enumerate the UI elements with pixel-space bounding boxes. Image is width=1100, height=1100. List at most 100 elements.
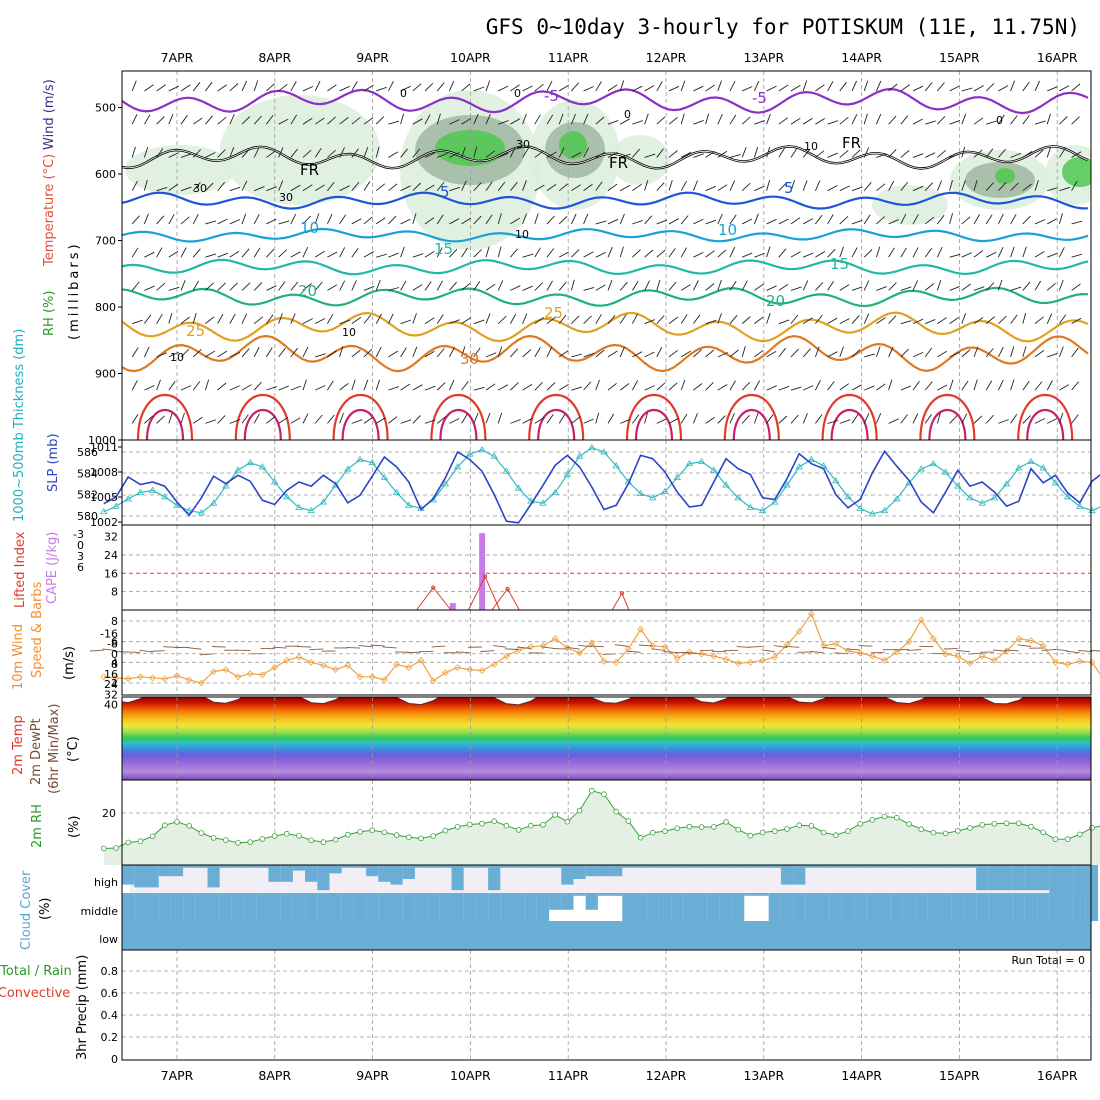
wind-barb [778,218,789,225]
wind-barb [1058,279,1064,291]
wind-barb [266,186,277,192]
wind-barb [754,120,765,125]
wind-barb [358,645,373,648]
wind-barb [314,414,323,424]
wind-barb [827,381,835,391]
thickness-point [295,503,303,510]
surface-contour [145,409,185,440]
wind-barb [888,180,895,191]
wind-barb [461,247,468,258]
wind-barb [827,120,839,125]
wind-barb [790,180,795,191]
wind-barb [888,247,895,258]
wind-speed-point [661,643,669,651]
wind-barb [375,280,381,291]
wind-speed-point [320,662,327,669]
thickness-point [649,494,657,501]
wind-barb [571,315,580,324]
wind-frame [121,609,1092,696]
cloud-middle-bar [1061,893,1074,921]
rh-point [1077,831,1083,838]
wind-barb [949,285,960,291]
wind-barb [973,317,984,325]
wind-speed-point [771,653,779,661]
wind-speed-point [576,649,583,657]
cloud-middle-bar [488,893,501,921]
cloud-middle-bar [549,893,562,910]
wind-barb [363,348,373,358]
wind-barb [583,183,593,192]
wind-barb [485,283,496,291]
wind-barb [254,186,265,192]
wind-speed-point [747,658,754,666]
wind-barb [192,248,201,258]
wind-barb [400,280,407,291]
cloud-high-bar [829,865,842,868]
wind-barb [741,218,753,225]
cloud-middle-bar [390,893,403,921]
thickness-point [441,480,450,487]
thickness-point [453,463,462,470]
wind-barb [790,348,799,358]
wind-barb [888,418,899,424]
wind-barb [1010,346,1015,358]
wind-barb [363,117,374,125]
wind-barb [809,651,824,654]
precip-panel: 0.80.60.40.20 Run Total = 0 Total / Rain… [0,949,1092,1066]
rh-point [893,814,900,821]
wind-barb [729,154,741,158]
wind-barb [485,181,493,191]
wind-barb [1059,384,1070,391]
wind-barb [632,414,640,424]
wind-barb [668,218,679,225]
contour-label-10: 10 [718,221,737,239]
wind-barb [619,213,625,225]
rh-label: 30 [279,191,293,204]
cloud-middle-bar [427,893,440,921]
wind-speed-point [161,675,169,683]
wind-barb [644,249,654,258]
wind-barb [302,215,311,225]
wind-barb [985,348,994,358]
wind-barb [632,148,640,158]
wind-barb [217,84,227,92]
ylabel-lifted-index: Lifted Index [13,531,28,608]
wind-barb [985,182,994,191]
cloud-middle-bar [317,893,330,921]
wind-barb [1034,381,1043,391]
cloud-middle-bar [451,893,464,921]
wind-speed-point [966,659,974,667]
cloud-high-bar [890,865,903,868]
wind-barb [1046,146,1052,158]
wind-speed-point [222,666,230,673]
wind-barb [668,85,680,92]
wind-barb [412,118,423,125]
wind-barb [729,80,736,92]
wind-barb [742,252,753,258]
surface-contour [439,409,478,440]
cloud-middle-bar [951,893,964,921]
cloud-high-bar [780,865,794,885]
wind-barb [924,347,933,358]
rh-axes: 20 [102,807,116,820]
wind-barb [626,650,641,653]
wind-barb [351,248,359,258]
wind-speed-point [332,666,339,673]
wind-barb [937,149,946,158]
wind-speed-point [930,635,937,642]
wind-barb [266,314,274,324]
wind-barb [156,84,166,92]
wind-barb [729,180,736,191]
rh-point [930,829,937,836]
wind-barb [766,146,771,158]
wind-barb [241,148,250,158]
wind-barb [998,315,1007,324]
wind-barb [888,83,898,92]
ylabel-speed-barbs: Speed & Barbs [30,581,45,678]
wind-barb [278,220,290,225]
wind-barb [89,649,104,652]
wind-barb [607,84,618,92]
